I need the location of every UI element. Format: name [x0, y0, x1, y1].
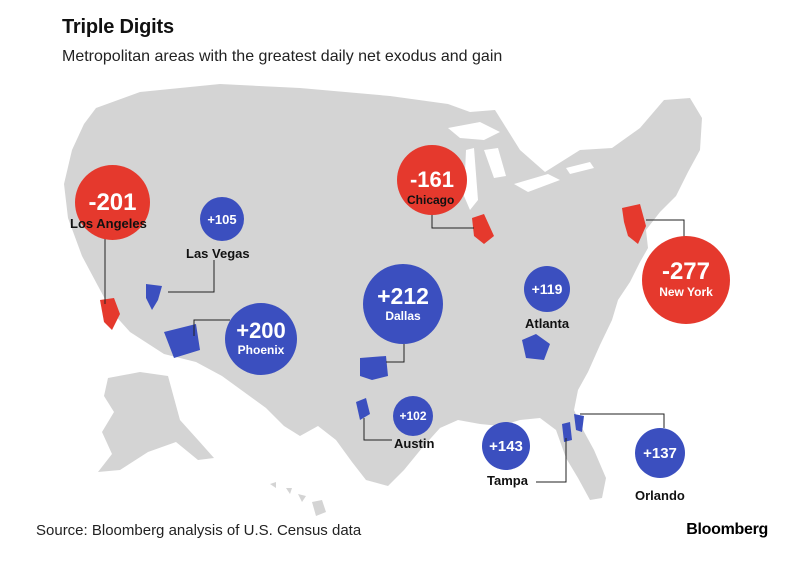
- label-los-angeles: Los Angeles: [70, 216, 147, 231]
- atlanta-region: [522, 334, 550, 360]
- leader-line-phoenix: [193, 319, 230, 336]
- leader-line-new-york: [646, 219, 685, 238]
- austin-region: [356, 398, 370, 420]
- las-vegas-region: [146, 284, 162, 310]
- leader-line-dallas: [386, 344, 405, 363]
- value-orlando: +137: [643, 444, 677, 462]
- label-tampa: Tampa: [487, 473, 528, 488]
- value-austin: +102: [399, 409, 427, 423]
- value-phoenix: +200: [236, 318, 286, 344]
- chart-subtitle: Metropolitan areas with the greatest dai…: [62, 48, 503, 65]
- bubble-las-vegas: +105: [200, 197, 244, 241]
- label-atlanta: Atlanta: [525, 316, 570, 331]
- bubble-chicago: -161: [397, 145, 467, 215]
- value-atlanta: +119: [531, 281, 563, 297]
- bubble-orlando: +137: [635, 428, 685, 478]
- phoenix-region: [164, 324, 200, 358]
- bubble-los-angeles: -201: [75, 165, 150, 240]
- alaska-shape: [98, 372, 214, 472]
- dallas-region: [360, 356, 388, 380]
- leader-line-austin: [363, 418, 392, 441]
- value-los-angeles: -201: [88, 188, 137, 216]
- bloomberg-logo: Bloomberg: [686, 521, 768, 538]
- chicago-region: [472, 214, 494, 244]
- label-new-york: New York: [659, 285, 713, 300]
- new-york-region: [622, 204, 646, 244]
- tampa-region: [562, 422, 572, 442]
- value-tampa: +143: [489, 437, 523, 455]
- label-dallas: Dallas: [385, 308, 421, 323]
- bubble-austin: +102: [393, 396, 433, 436]
- leader-line-tampa: [536, 438, 567, 483]
- bubble-dallas: +212 Dallas: [363, 264, 443, 344]
- value-dallas: +212: [377, 282, 429, 309]
- value-new-york: -277: [661, 258, 711, 286]
- la-region: [100, 298, 120, 330]
- orlando-region: [574, 414, 584, 432]
- value-chicago: -161: [409, 167, 455, 192]
- source-note: Source: Bloomberg analysis of U.S. Censu…: [36, 522, 362, 539]
- label-chicago: Chicago: [407, 193, 455, 207]
- bubble-new-york: -277 New York: [642, 236, 730, 324]
- label-phoenix: Phoenix: [237, 343, 285, 358]
- label-las-vegas: Las Vegas: [186, 246, 250, 261]
- hawaii-shape: [270, 482, 326, 516]
- bubble-tampa: +143: [482, 422, 530, 470]
- chart-title: Triple Digits: [62, 16, 174, 38]
- leader-line-orlando: [580, 413, 665, 428]
- label-austin: Austin: [394, 436, 435, 451]
- leader-line-las-vegas: [168, 260, 215, 293]
- bubble-atlanta: +119: [524, 266, 570, 312]
- value-las-vegas: +105: [207, 211, 237, 227]
- bubble-phoenix: +200 Phoenix: [225, 303, 297, 375]
- label-orlando: Orlando: [635, 488, 685, 503]
